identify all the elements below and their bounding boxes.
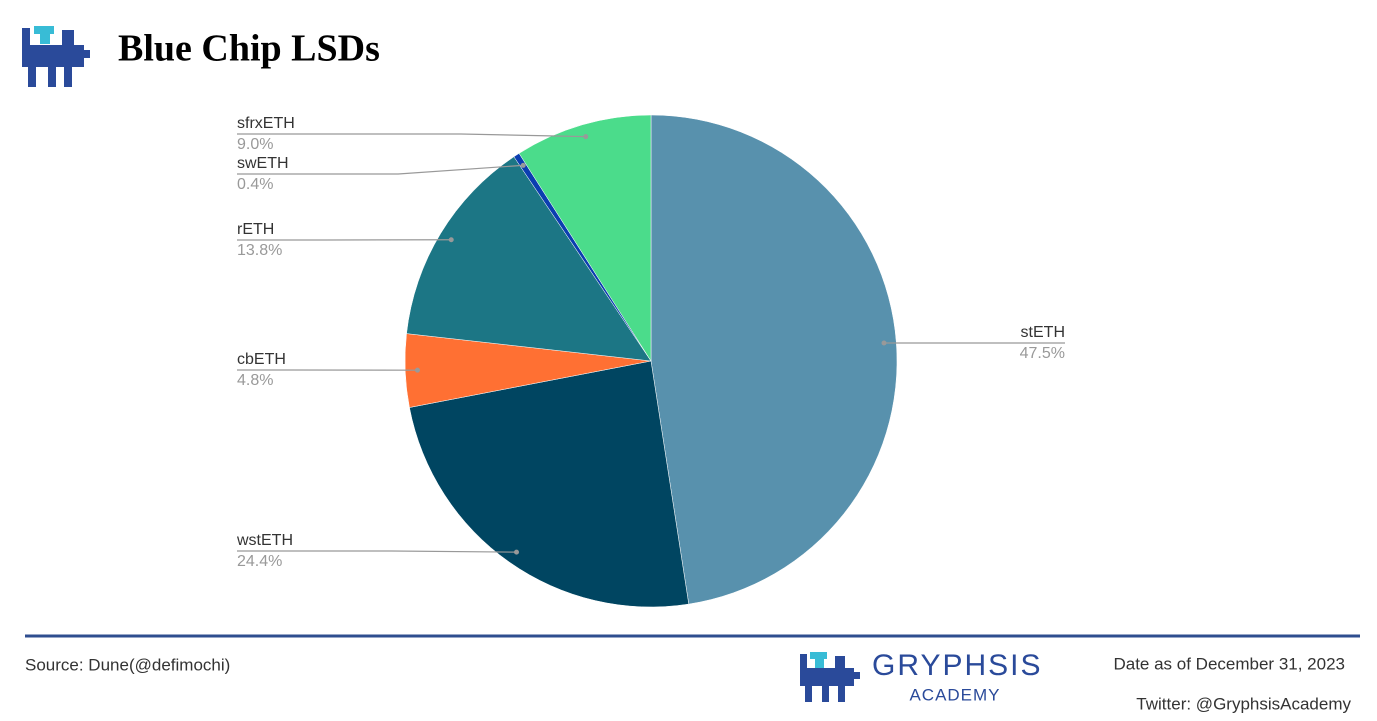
slice-label: sfrxETH: [237, 115, 295, 132]
slice-value-label: 47.5%: [1020, 345, 1065, 362]
leader-line: [237, 550, 517, 553]
date: Date as of December 31, 2023: [1113, 654, 1345, 673]
slice-label: swETH: [237, 155, 289, 172]
slice-label: stETH: [1021, 324, 1065, 341]
slice-value-label: 13.8%: [237, 242, 282, 259]
source: Source: Dune(@defimochi): [25, 655, 230, 674]
slice-value-label: 4.8%: [237, 372, 273, 389]
leader-dot: [514, 549, 520, 555]
leader-line: [237, 164, 524, 175]
slice-value-label: 0.4%: [237, 176, 273, 193]
slice-label: wstETH: [236, 532, 293, 549]
leader-line: [237, 133, 586, 138]
leader-dot: [881, 340, 887, 346]
logo-subtitle: ACADEMY: [909, 685, 1000, 704]
footer-logo-icon: [800, 652, 860, 702]
leader-dot: [583, 134, 589, 140]
pie: stETH 47.5% wstETH 24.4% cbETH 4.8% rETH 13.8% s…: [236, 114, 1065, 608]
slice-value-label: 9.0%: [237, 136, 273, 153]
twitter: Twitter: @GryphsisAcademy: [1136, 694, 1351, 713]
slice-label: rETH: [237, 221, 274, 238]
logo-icon: [22, 26, 90, 87]
slice: [409, 360, 690, 608]
slice: [650, 114, 898, 605]
leader-dot: [520, 162, 526, 168]
slice-label: cbETH: [237, 351, 286, 368]
slice: [406, 156, 652, 362]
chart-title: Blue Chip LSDs: [118, 28, 380, 70]
slice-value-label: 24.4%: [237, 553, 282, 570]
logo-name: GRYPHSIS: [872, 649, 1043, 682]
leader-dot: [414, 367, 420, 373]
slice: [518, 114, 652, 362]
leader-dot: [448, 237, 454, 243]
